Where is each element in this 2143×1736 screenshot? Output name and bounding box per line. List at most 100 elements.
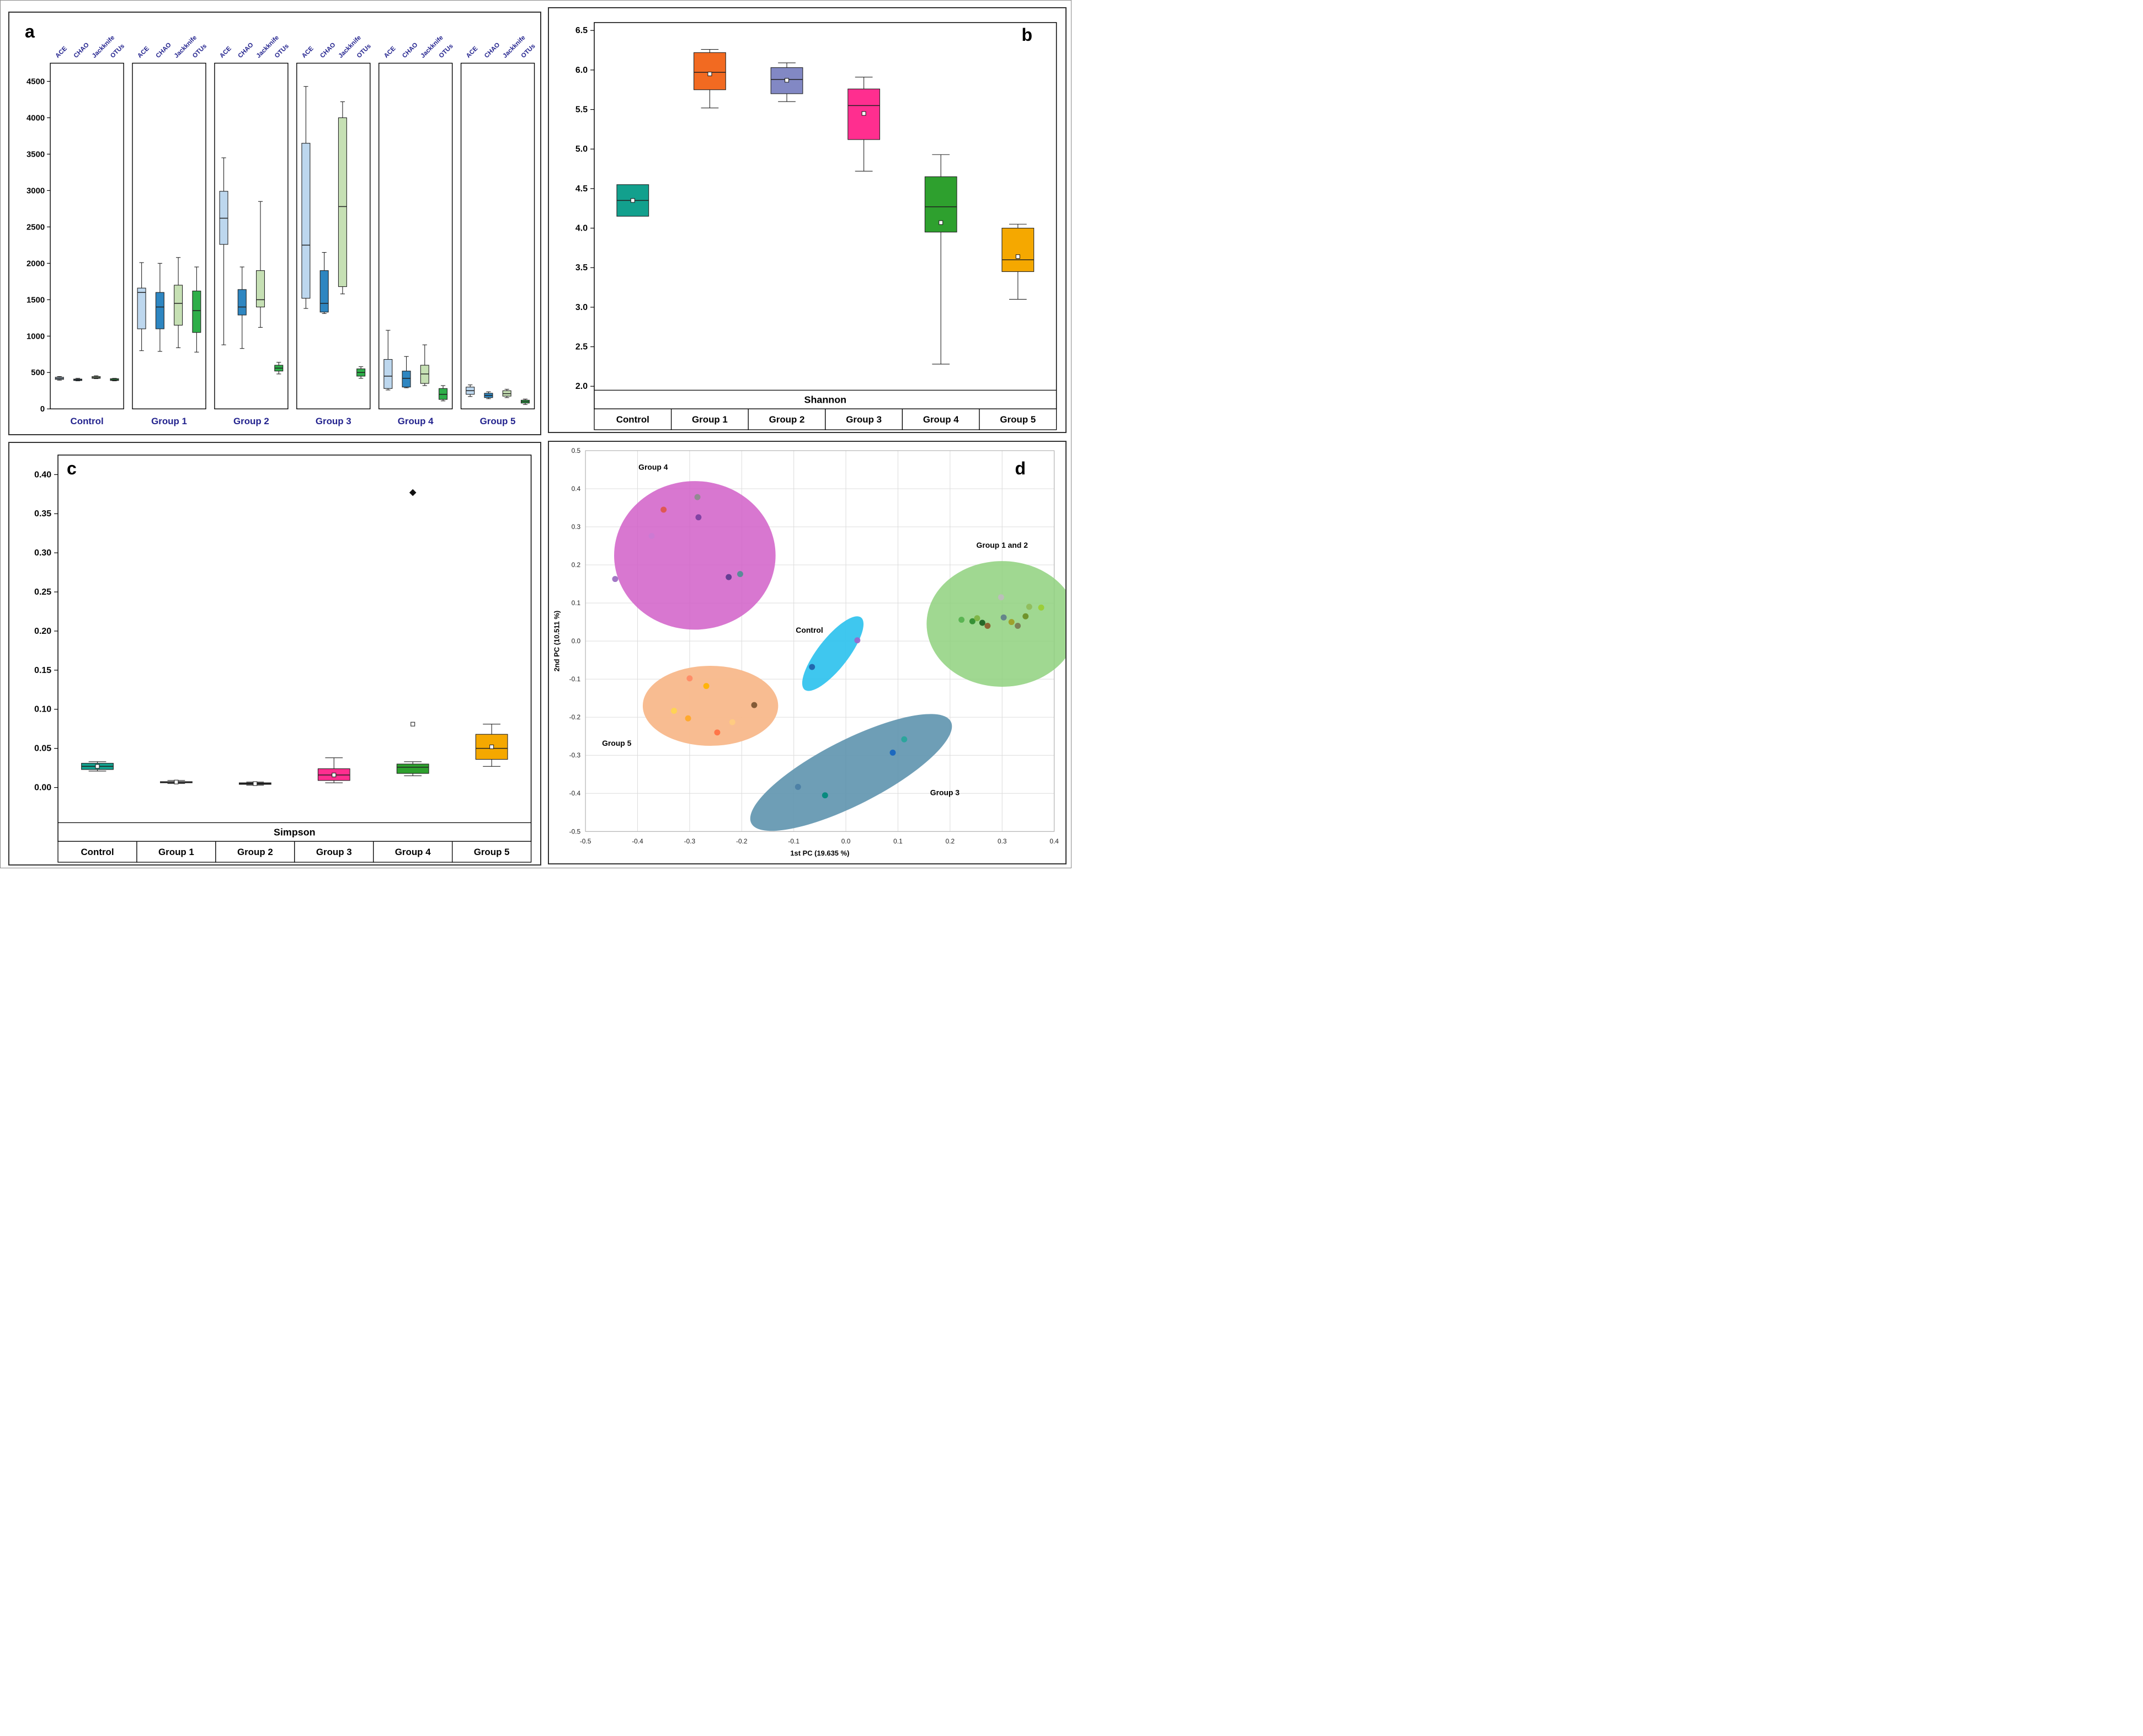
svg-text:Group 4: Group 4 (638, 462, 668, 471)
svg-text:ACE: ACE (218, 45, 233, 60)
svg-text:Group 5: Group 5 (602, 739, 632, 747)
svg-text:Group 2: Group 2 (237, 847, 273, 857)
svg-text:CHAO: CHAO (483, 41, 501, 59)
svg-text:-0.5: -0.5 (569, 827, 581, 835)
figure: a 0 500 1000 1500 2000 2500 3000 3500 4000 4500 Co… (0, 0, 1072, 868)
svg-text:-0.4: -0.4 (632, 837, 643, 845)
svg-text:4500: 4500 (26, 77, 45, 86)
svg-text:6.5: 6.5 (575, 26, 588, 35)
svg-text:ACE: ACE (465, 45, 479, 60)
svg-text:0.1: 0.1 (893, 837, 903, 845)
panel-b-chart: Shannon 2.0 2.5 3.0 3.5 4.0 4.5 5.0 5.5 6.0 6.5 Con… (575, 22, 1057, 430)
svg-text:6.0: 6.0 (575, 66, 588, 75)
svg-text:0.0: 0.0 (841, 837, 851, 845)
svg-text:-0.1: -0.1 (788, 837, 799, 845)
svg-text:0.5: 0.5 (572, 447, 581, 455)
svg-text:3000: 3000 (26, 186, 45, 195)
svg-text:5.0: 5.0 (575, 145, 588, 154)
svg-text:3500: 3500 (26, 149, 45, 159)
svg-text:2.0: 2.0 (575, 382, 588, 391)
svg-text:-0.3: -0.3 (569, 751, 581, 759)
svg-text:1st PC (19.635 %): 1st PC (19.635 %) (790, 849, 849, 857)
svg-text:Simpson: Simpson (274, 826, 316, 837)
svg-text:0.3: 0.3 (998, 837, 1007, 845)
svg-text:Group 5: Group 5 (1000, 414, 1036, 425)
svg-text:-0.5: -0.5 (580, 837, 591, 845)
svg-text:Group 1: Group 1 (151, 416, 187, 426)
svg-text:0.25: 0.25 (34, 587, 51, 597)
svg-text:0.15: 0.15 (34, 666, 51, 675)
svg-text:Control: Control (71, 416, 104, 426)
svg-text:Group 2: Group 2 (769, 414, 805, 425)
svg-text:OTUs: OTUs (191, 43, 208, 60)
panel-a-letter: a (25, 22, 35, 41)
svg-text:Group 4: Group 4 (923, 414, 959, 425)
panel-a: a 0 500 1000 1500 2000 2500 3000 3500 4000 4500 Co… (8, 12, 541, 435)
svg-text:4.5: 4.5 (575, 184, 588, 194)
svg-text:Group 4: Group 4 (395, 847, 431, 857)
svg-text:Group 3: Group 3 (316, 847, 352, 857)
panel-d: d -0.5 -0.4 -0.3 -0.2 -0.1 0.0 0.1 0.2 0.3 0.4 -0.… (548, 441, 1067, 864)
svg-text:4000: 4000 (26, 113, 45, 122)
svg-text:2.5: 2.5 (575, 343, 588, 352)
svg-text:2500: 2500 (26, 222, 45, 232)
svg-text:CHAO: CHAO (319, 41, 337, 59)
svg-text:OTUs: OTUs (356, 43, 372, 60)
svg-text:OTUs: OTUs (274, 43, 290, 60)
svg-text:Control: Control (796, 626, 823, 634)
svg-text:0.1: 0.1 (572, 599, 581, 607)
svg-text:500: 500 (31, 368, 45, 377)
svg-text:1500: 1500 (26, 295, 45, 305)
svg-text:0.05: 0.05 (34, 744, 51, 754)
svg-text:0.00: 0.00 (34, 783, 51, 793)
panel-c-chart: Simpson 0.00 0.05 0.10 0.15 0.20 0.25 0.30 0.35 0… (34, 455, 532, 863)
svg-text:0.4: 0.4 (1049, 837, 1059, 845)
panel-d-letter: d (1015, 458, 1026, 478)
svg-text:Group 4: Group 4 (398, 416, 434, 426)
svg-text:Group 5: Group 5 (474, 847, 510, 857)
svg-text:Control: Control (81, 847, 114, 857)
svg-text:0.30: 0.30 (34, 548, 51, 558)
svg-text:0.2: 0.2 (572, 561, 581, 569)
svg-text:ACE: ACE (301, 45, 315, 60)
svg-text:3.5: 3.5 (575, 263, 588, 273)
svg-text:1000: 1000 (26, 332, 45, 341)
svg-text:0.10: 0.10 (34, 705, 51, 714)
svg-text:-0.1: -0.1 (569, 675, 581, 683)
svg-text:Shannon: Shannon (804, 394, 847, 405)
svg-text:OTUs: OTUs (438, 43, 455, 60)
svg-text:ACE: ACE (54, 45, 68, 60)
svg-text:Group 1 and 2: Group 1 and 2 (977, 541, 1028, 549)
svg-text:ACE: ACE (136, 45, 151, 60)
svg-text:Group 1: Group 1 (158, 847, 194, 857)
svg-text:2nd PC (10.511 %): 2nd PC (10.511 %) (552, 611, 561, 672)
svg-text:0.3: 0.3 (572, 523, 581, 531)
svg-text:5.5: 5.5 (575, 105, 588, 115)
svg-text:-0.4: -0.4 (569, 789, 581, 797)
svg-text:0.0: 0.0 (572, 637, 581, 645)
svg-text:Group 5: Group 5 (480, 416, 516, 426)
sample-points (612, 494, 1044, 799)
svg-text:0.20: 0.20 (34, 627, 51, 636)
svg-text:2000: 2000 (26, 259, 45, 268)
svg-text:0.35: 0.35 (34, 509, 51, 519)
svg-text:CHAO: CHAO (73, 41, 90, 59)
svg-text:Group 1: Group 1 (692, 414, 728, 425)
panel-c: c Simpson 0.00 0.05 0.10 0.15 0.20 0.25 0.30 0.3… (8, 442, 541, 866)
svg-text:3.0: 3.0 (575, 303, 588, 312)
svg-text:0.40: 0.40 (34, 470, 51, 479)
svg-text:Group 3: Group 3 (316, 416, 351, 426)
panel-d-chart: -0.5 -0.4 -0.3 -0.2 -0.1 0.0 0.1 0.2 0.3 0.4 -0.5 -… (552, 447, 1065, 857)
cluster-ellipses (614, 481, 1065, 831)
svg-text:-0.2: -0.2 (736, 837, 748, 845)
svg-text:0.2: 0.2 (946, 837, 955, 845)
panel-b: b Shannon 2.0 2.5 3.0 3.5 4.0 4.5 5.0 5.5 6.0 6.5 C… (548, 7, 1067, 433)
panel-c-letter: c (67, 458, 77, 478)
svg-text:CHAO: CHAO (155, 41, 173, 59)
svg-text:4.0: 4.0 (575, 224, 588, 233)
svg-text:0: 0 (40, 404, 45, 414)
